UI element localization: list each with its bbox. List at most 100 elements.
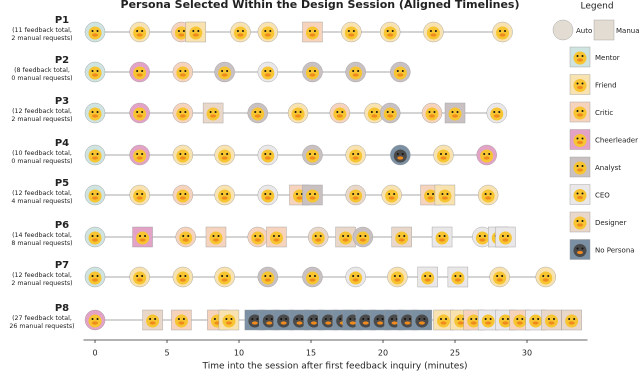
persona-event [423,21,444,43]
duck-body [573,244,587,257]
duck-eye [429,30,432,32]
duck-eye [221,275,224,277]
duck-beak [136,33,143,37]
duck-beak [577,223,583,227]
duck-beak [479,238,486,242]
duck-beak [577,168,583,172]
duck-beak [439,238,446,242]
duck-eye [367,318,370,320]
duck-eye [179,153,182,155]
duck-body [421,271,435,285]
duck-body [261,189,275,203]
duck-eye [179,111,182,113]
duck-eye [364,235,367,237]
row-note: 4 manual requests) [11,198,72,205]
duck-body [88,271,102,285]
persona-event [214,184,235,206]
duck-body [390,271,404,285]
duck-eye [296,193,298,195]
persona-event [302,144,323,166]
duck-eye [141,70,144,72]
duck-eye [576,247,579,250]
duck-eye [506,235,509,237]
duck-eye [401,70,404,72]
duck-eye [96,30,99,32]
duck-beak [309,73,316,77]
duck-body [401,314,414,328]
duck-eye [576,55,579,57]
duck-eye [501,275,504,277]
persona-event [287,102,309,124]
persona-event [417,266,438,288]
duck-eye [269,275,272,277]
duck-body [437,314,450,328]
x-tick-label: 15 [306,349,316,358]
persona-event [472,226,493,248]
persona-event [218,309,240,331]
duck-beak [309,196,316,200]
duck-eye [313,153,316,155]
persona-event [541,309,562,331]
duck-eye [96,153,99,155]
duck-beak [179,196,186,200]
duck-beak [577,113,583,117]
persona-event [431,226,453,248]
duck-eye [308,193,311,195]
duck-beak [397,73,404,77]
duck-beak [92,321,99,325]
duck-body [529,314,543,328]
persona-event [345,184,366,206]
duck-eye [457,318,460,320]
duck-eye [136,153,139,155]
duck-beak [440,156,447,160]
persona-event [561,309,582,331]
duck-eye [96,318,99,320]
duck-eye [409,318,411,320]
duck-eye [182,30,185,32]
duck-beak [325,321,332,325]
duck-beak [179,114,186,118]
duck-eye [581,55,584,57]
legend-label: CEO [595,192,610,200]
duck-body [367,107,381,121]
row-note: 0 manual requests) [11,75,72,82]
row-label: P8 [55,303,69,314]
duck-body [174,314,188,328]
duck-beak [577,85,583,90]
duck-body [133,149,147,163]
duck-beak [388,196,395,200]
row-note: 8 manual requests) [11,240,72,247]
duck-eye [141,153,144,155]
duck-eye [179,275,182,277]
persona-event [509,309,531,331]
duck-eye [184,70,187,72]
row-note: 0 manual requests) [11,158,72,165]
x-tick-label: 10 [234,349,244,358]
legend-label: Critic [595,109,613,117]
duck-beak [349,321,356,325]
persona-event [302,184,323,206]
duck-eye [280,318,283,320]
duck-body [133,107,147,121]
duck-eye [277,235,280,237]
duck-body [385,189,399,203]
duck-eye [96,275,99,277]
duck-eye [581,192,584,195]
duck-body [333,107,347,121]
duck-eye [221,193,224,195]
duck-beak [136,73,143,77]
duck-beak [296,196,303,200]
duck-beak [92,278,99,282]
duck-body [496,26,510,40]
duck-eye [251,318,254,320]
duck-eye [359,235,362,237]
duck-beak [221,278,228,282]
duck-beak [577,250,583,255]
duck-eye [483,153,486,155]
duck-body [475,231,489,245]
duck-beak [548,321,555,325]
duck-eye [141,30,144,32]
duck-beak [179,278,186,282]
duck-eye [177,318,180,320]
persona-event [380,21,401,43]
